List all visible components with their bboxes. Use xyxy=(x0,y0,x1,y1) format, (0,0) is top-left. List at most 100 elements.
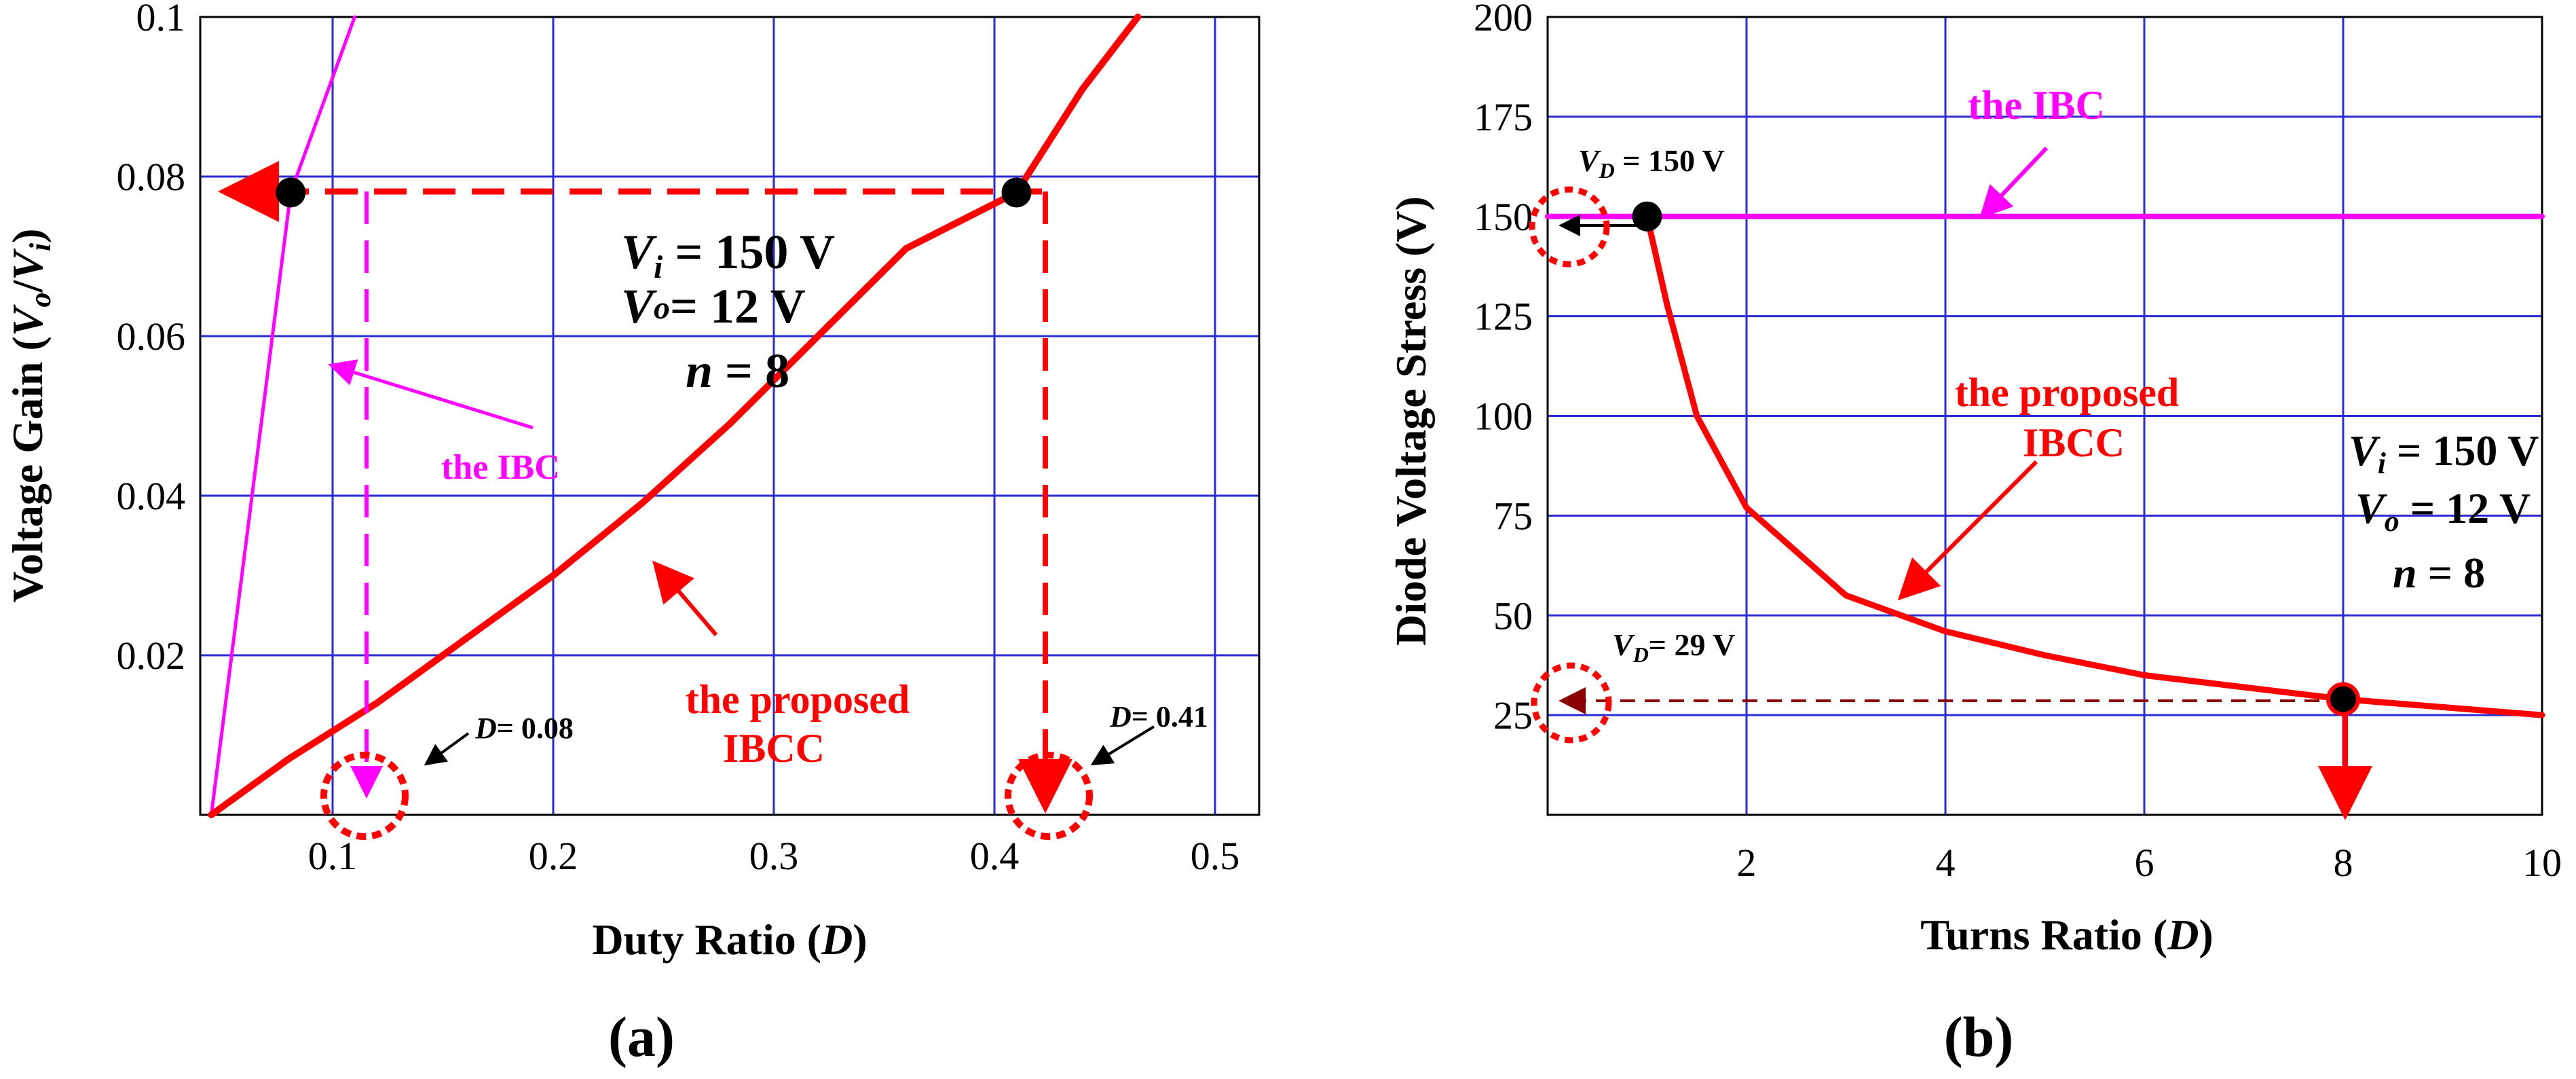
panel-b-vd29-annotation: VD= 29 V xyxy=(1612,627,1735,667)
panel-a-proposed-label-line2: IBCC xyxy=(723,726,825,771)
panel-a-d008-circle xyxy=(320,752,409,840)
panel-a-y-axis-title-close: ) xyxy=(3,228,52,242)
panel-a-series-proposed-ibcc-line xyxy=(208,14,1142,818)
panel-a-x-ticks: 0.1 0.2 0.3 0.4 0.5 xyxy=(308,834,1240,878)
panel-a-d008-value: = 0.08 xyxy=(497,712,574,745)
panel-b-marker-point xyxy=(2326,682,2360,716)
panel-a-d041-circle xyxy=(1005,752,1093,840)
panel-a-y-tick-label: 0.04 xyxy=(117,474,186,518)
panel-b-y-tick-label: 125 xyxy=(1474,295,1533,339)
panel-b-proposed-pointer-arrow xyxy=(1897,460,2038,601)
panel-a-d041-value: = 0.41 xyxy=(1132,700,1208,733)
panel-a-d008-pointer-arrow xyxy=(424,732,470,766)
panel-a-marker-point xyxy=(276,177,306,208)
panel-b-y-tick-label: 75 xyxy=(1493,494,1533,538)
panel-a-condition-n-symbol: n xyxy=(686,344,713,398)
panel-b-y-tick-label: 175 xyxy=(1474,95,1533,139)
panel-a-x-axis-title-symbol: D xyxy=(821,915,853,964)
panel-a-y-tick-label: 0.02 xyxy=(117,634,186,678)
panel-b-proposed-label-line1: the proposed xyxy=(1955,370,2180,415)
panel-b-x-tick-label: 4 xyxy=(1936,841,1956,885)
panel-a-condition-vo-value: = 12 V xyxy=(670,279,806,333)
panel-b-condition-n: n = 8 xyxy=(2393,549,2485,597)
panel-a-d008-symbol: D xyxy=(474,712,497,745)
panel-b-x-tick-label: 6 xyxy=(2135,841,2154,885)
panel-b-ibc-pointer-arrow xyxy=(1979,146,2049,219)
panel-b-ibc-label: the IBC xyxy=(1968,83,2105,128)
panel-b-y-ticks: 25 50 75 100 125 150 175 200 xyxy=(1474,0,1533,737)
panel-a-plot-frame xyxy=(199,16,1261,816)
panel-b-vd150-symbol: V xyxy=(1578,143,1601,178)
panel-a-x-tick-label: 0.3 xyxy=(749,834,799,878)
panel-a-ibc-label: the IBC xyxy=(441,448,560,487)
panel-a-condition-vi: Vi = 150 V xyxy=(621,225,835,285)
panel-b-condition-vi-symbol: V xyxy=(2349,426,2381,475)
panel-a-x-axis-title-close: ) xyxy=(853,915,867,964)
panel-a-condition-vi-value: = 150 V xyxy=(662,225,835,279)
panel-b-condition-vi: Vi = 150 V xyxy=(2349,426,2539,480)
panel-b-vd29-symbol: V xyxy=(1612,627,1635,662)
panel-a-x-axis-title-text: Duty Ratio ( xyxy=(592,915,821,964)
panel-a-y-axis-title-v2: V xyxy=(3,248,52,280)
panel-b-proposed-label-line2: IBCC xyxy=(2023,420,2125,465)
panel-a-x-tick-label: 0.2 xyxy=(529,834,578,878)
panel-a-y-axis-title: Voltage Gain (Vo/Vi) xyxy=(3,228,57,602)
panel-a-label: (a) xyxy=(608,1006,675,1069)
panel-a-condition-vo-sub: o xyxy=(654,290,670,326)
panel-b-label: (b) xyxy=(1944,1006,2014,1069)
panel-a-x-tick-label: 0.5 xyxy=(1191,834,1240,878)
panel-a-y-tick-label: 0.08 xyxy=(117,155,186,199)
panel-b-x-tick-label: 2 xyxy=(1737,841,1757,885)
panel-b-x-axis-title: Turns Ratio (D) xyxy=(1920,911,2213,959)
panel-b-condition-vo-symbol: V xyxy=(2355,484,2388,532)
panel-a-x-tick-label: 0.4 xyxy=(970,834,1020,878)
panel-a-y-axis-title-text: Voltage Gain ( xyxy=(3,336,52,602)
panel-b-condition-vo: Vo = 12 V xyxy=(2355,484,2531,538)
panel-b-vd150-circle xyxy=(1529,186,1610,268)
panel-a-d041-annotation: D= 0.41 xyxy=(1109,700,1208,733)
panel-a-marker-point xyxy=(1001,177,1032,208)
panel-b-y-tick-label: 50 xyxy=(1493,593,1533,638)
panel-b-condition-n-symbol: n xyxy=(2393,549,2417,597)
panel-b-y-tick-label: 200 xyxy=(1474,0,1533,39)
panel-a-markers xyxy=(276,177,1032,208)
panel-b-x-ticks: 2 4 6 8 10 xyxy=(1737,841,2562,885)
panel-a-d008-annotation: D= 0.08 xyxy=(474,712,574,745)
panel-b-vd29-value: = 29 V xyxy=(1649,627,1736,662)
panel-b-y-axis-title: Diode Voltage Stress (V) xyxy=(1387,196,1435,646)
panel-b-markers xyxy=(1632,201,2360,716)
panel-b-condition-vo-value: = 12 V xyxy=(2400,484,2531,532)
panel-b-y-tick-label: 25 xyxy=(1493,693,1533,737)
panel-a-y-axis-title-sub1: o xyxy=(24,293,57,308)
panel-b-x-axis-title-close: ) xyxy=(2199,911,2213,959)
panel-a-proposed-label-line1: the proposed xyxy=(686,677,910,722)
panel-b-condition-vi-value: = 150 V xyxy=(2386,426,2539,475)
panel-b-condition-vi-sub: i xyxy=(2378,447,2387,480)
panel-a-condition-vo-symbol: V xyxy=(621,279,657,333)
panel-a-x-tick-label: 0.1 xyxy=(308,834,358,878)
panel-a-y-axis-title-sub2: i xyxy=(24,242,57,251)
panel-a-y-tick-label: 0.06 xyxy=(117,314,186,359)
panel-a-series xyxy=(208,14,1142,818)
panel-b-vd29-circle xyxy=(1531,662,1612,744)
panel-a-condition-n-value: = 8 xyxy=(713,344,789,398)
panel-b-marker-point xyxy=(1632,201,1662,232)
panel-a-condition-vi-symbol: V xyxy=(621,225,657,279)
panel-a-condition-n: n = 8 xyxy=(686,344,789,398)
panel-a-x-axis-title: Duty Ratio (D) xyxy=(592,915,867,964)
panel-b-vd150-annotation: VD = 150 V xyxy=(1578,143,1725,183)
panel-a-y-axis-title-slash: / xyxy=(3,280,52,293)
panel-b-vd150-value: = 150 V xyxy=(1615,143,1725,178)
panel-a-ibc-pointer-arrow xyxy=(328,359,534,430)
panel-a-condition-vo: Vo= 12 V xyxy=(621,279,806,333)
panel-b-condition-vo-sub: o xyxy=(2385,505,2400,538)
panel-b-vd150-sub: D xyxy=(1599,158,1615,183)
panel-b-x-axis-title-text: Turns Ratio ( xyxy=(1920,911,2167,959)
panel-a-y-ticks: 0.02 0.04 0.06 0.08 0.1 xyxy=(117,0,186,678)
panel-a-d041-pointer-arrow xyxy=(1090,725,1155,766)
panel-b-vd29-sub: D xyxy=(1632,642,1649,667)
panel-a-y-axis-title-v1: V xyxy=(3,304,52,336)
panel-a-y-tick-label: 0.1 xyxy=(136,0,186,39)
panel-b-chart: 2 4 6 8 10 25 50 75 100 125 150 175 200 the IBC the… xyxy=(1387,0,2562,1069)
